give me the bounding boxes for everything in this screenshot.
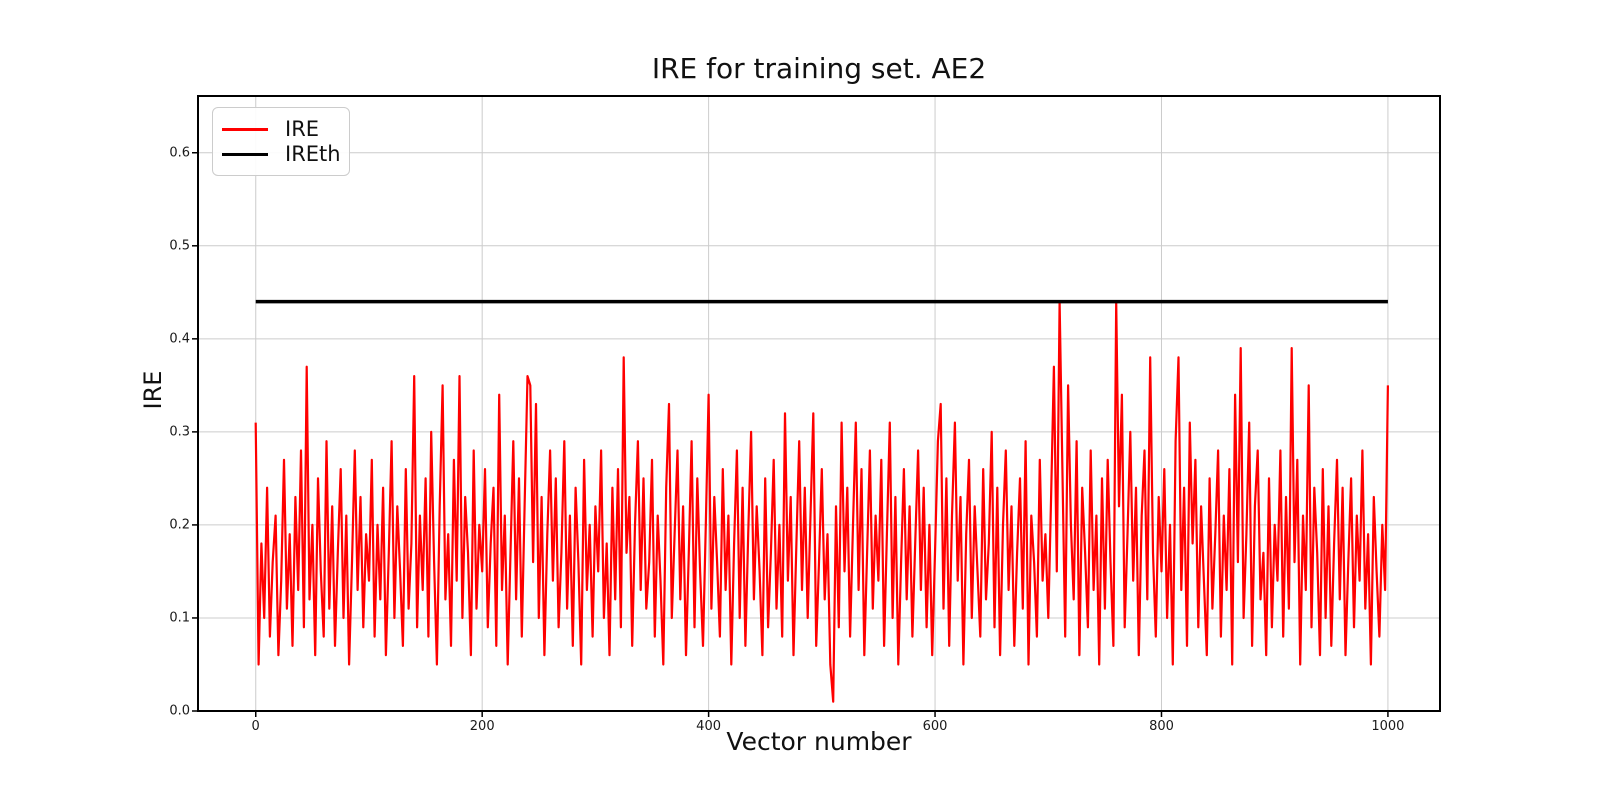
legend-label-ire: IRE	[285, 116, 320, 141]
legend-label-ireth: IREth	[285, 141, 341, 166]
x-tick-label: 400	[696, 719, 722, 734]
x-tick-label: 800	[1149, 719, 1174, 734]
x-tick-label: 0	[251, 719, 260, 734]
y-tick-label: 0.2	[169, 517, 190, 533]
axes-frame	[197, 95, 1441, 712]
x-tick-label: 1000	[1371, 719, 1405, 734]
chart-title: IRE for training set. AE2	[651, 52, 987, 85]
y-tick-label: 0.4	[169, 331, 190, 347]
ire-line-swatch	[222, 127, 268, 131]
y-tick-label: 0.1	[169, 610, 190, 626]
y-tick-label: 0.3	[169, 424, 190, 440]
y-tick-label: 0.0	[169, 703, 190, 719]
legend-entry-ire: IRE	[222, 117, 337, 141]
ire-series-line	[254, 300, 1389, 703]
y-axis-label: IRE	[139, 370, 167, 410]
y-tick-label: 0.6	[169, 145, 190, 161]
y-tick-label: 0.5	[169, 238, 190, 254]
legend-entry-ireth: IREth	[222, 142, 341, 166]
legend: IRE IREth	[212, 107, 350, 176]
ireth-line-swatch	[222, 152, 268, 156]
x-tick-label: 600	[922, 719, 948, 734]
x-tick-label: 200	[469, 719, 495, 734]
x-axis-label: Vector number	[726, 727, 912, 756]
